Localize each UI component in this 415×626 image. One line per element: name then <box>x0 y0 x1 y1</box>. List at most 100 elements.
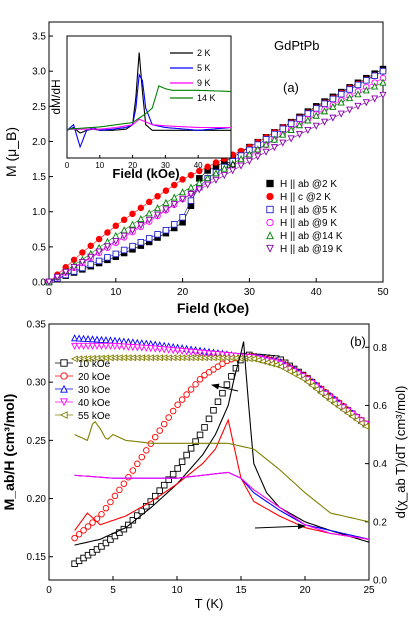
data-point <box>205 369 213 376</box>
data-point <box>237 155 245 163</box>
data-point <box>361 422 370 430</box>
data-point <box>379 91 387 99</box>
x-tick-label: 10 <box>95 161 104 170</box>
data-point <box>304 126 312 135</box>
data-point <box>111 532 119 540</box>
data-point <box>346 86 353 93</box>
data-point <box>84 342 92 350</box>
data-point <box>84 523 92 530</box>
data-point <box>71 334 79 342</box>
data-point <box>329 114 337 122</box>
data-point <box>169 347 177 355</box>
data-point <box>160 420 168 428</box>
data-point <box>196 376 204 383</box>
data-point <box>187 171 195 179</box>
data-point <box>212 159 220 166</box>
data-point <box>337 110 345 118</box>
data-point <box>93 335 101 343</box>
data-point <box>128 227 137 235</box>
data-point <box>62 268 70 276</box>
data-point <box>138 453 146 461</box>
data-point <box>362 99 370 107</box>
legend-marker <box>266 244 274 253</box>
data-point <box>102 336 110 344</box>
x-tick-label: 0 <box>46 585 52 596</box>
dchi-line-5 <box>74 341 370 546</box>
data-point <box>154 193 161 200</box>
data-point <box>209 350 218 358</box>
data-point <box>154 211 162 219</box>
data-point <box>45 278 53 286</box>
data-point <box>178 458 186 466</box>
y-tick-label: 1.0 <box>32 207 46 218</box>
data-point <box>312 105 320 112</box>
data-point <box>170 221 178 228</box>
y-tick-label: 2.5 <box>32 102 46 113</box>
data-point <box>354 90 362 98</box>
legend-marker <box>59 411 68 419</box>
data-point <box>214 363 222 370</box>
data-point <box>192 381 199 388</box>
data-point <box>210 366 217 373</box>
data-point <box>165 476 172 483</box>
data-point <box>183 391 190 398</box>
data-point <box>107 536 114 543</box>
panel-a-title: GdPtPb <box>274 38 320 53</box>
legend-label: 30 kOe <box>78 385 111 396</box>
data-point <box>93 342 101 350</box>
data-point <box>214 398 222 405</box>
data-point <box>53 273 61 281</box>
data-point <box>120 226 128 234</box>
legend-marker <box>60 398 68 407</box>
legend-label: 20 kOe <box>78 372 111 383</box>
data-point <box>195 178 203 186</box>
data-point <box>229 167 237 175</box>
data-point <box>120 525 128 533</box>
data-point <box>187 191 195 199</box>
legend-label: 2 K <box>197 48 211 58</box>
panel-b-y2label: d(χ_ab T)/dT (cm³/mol) <box>393 386 408 519</box>
data-point <box>371 82 379 90</box>
y-tick-label: 0.5 <box>32 242 46 253</box>
y2-tick-label: 0.4 <box>373 459 387 470</box>
data-point <box>134 460 141 468</box>
panel-b-series <box>70 334 370 567</box>
data-point <box>279 139 287 147</box>
data-point <box>78 259 86 267</box>
data-point <box>102 504 110 512</box>
legend-label: H || ab @5 K <box>280 205 337 216</box>
arrow-left-axis <box>211 383 239 392</box>
data-point <box>287 135 295 143</box>
legend-label: H || ab @9 K <box>280 218 337 229</box>
data-point <box>295 121 304 129</box>
data-point <box>112 237 120 246</box>
data-point <box>304 116 312 124</box>
data-point <box>354 81 362 89</box>
data-point <box>165 346 173 354</box>
data-point <box>112 222 120 230</box>
data-point <box>187 445 195 452</box>
data-point <box>178 396 186 403</box>
panel-a-xlabel: Field (kOe) <box>177 300 249 316</box>
data-point <box>346 94 354 102</box>
data-point <box>276 363 284 371</box>
data-point <box>337 98 345 106</box>
legend-label: 14 K <box>197 93 216 103</box>
data-point <box>120 216 128 224</box>
data-point <box>104 229 111 236</box>
dchi-line-7 <box>74 471 370 540</box>
data-point <box>204 174 212 182</box>
data-point <box>84 334 92 343</box>
data-point <box>170 201 178 209</box>
data-point <box>138 344 146 352</box>
data-point <box>98 543 105 550</box>
data-point <box>187 197 195 204</box>
panel-b-xlabel: T (K) <box>195 596 224 611</box>
x-tick-label: 15 <box>235 585 247 596</box>
data-point <box>75 342 83 350</box>
data-point <box>142 344 150 352</box>
y-tick-label: 0.0 <box>32 278 46 289</box>
panel-a-legend: H || ab @2 K H || c @2 K H || ab @5 K H || … <box>266 179 343 255</box>
data-point <box>245 157 253 165</box>
